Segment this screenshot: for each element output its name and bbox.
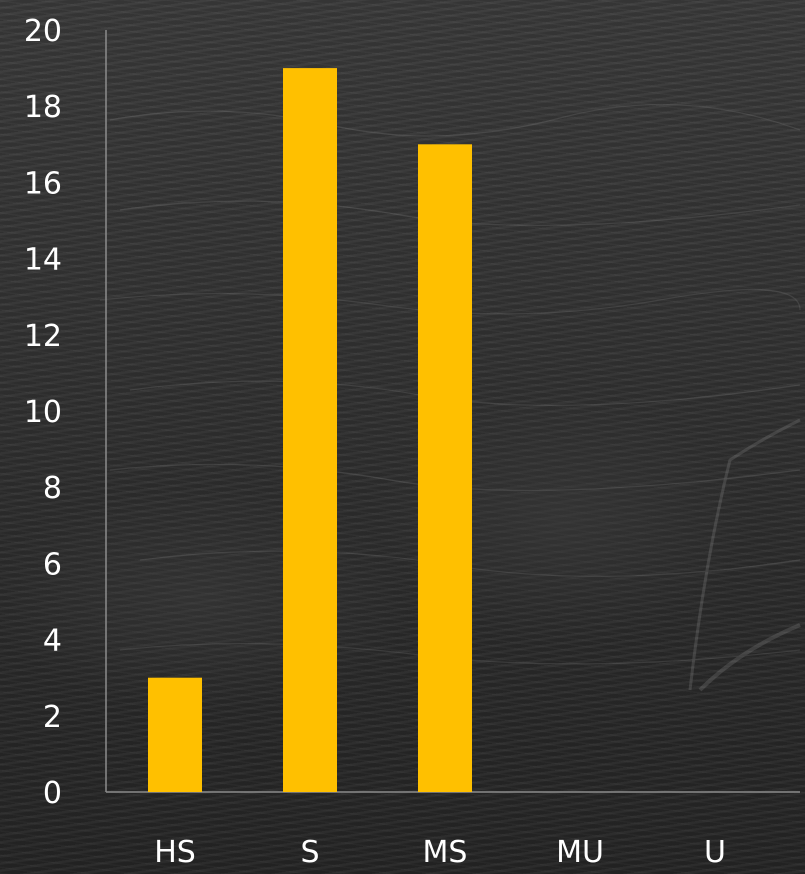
x-tick-labels: HS S MS MU U [154, 835, 726, 870]
x-tick-label: HS [154, 835, 196, 870]
y-tick-label: 8 [43, 471, 62, 506]
bar-ms [418, 144, 472, 793]
x-tick-label: MU [556, 835, 604, 870]
x-tick-label: S [300, 835, 319, 870]
bar-hs [148, 677, 202, 792]
y-tick-label: 10 [24, 395, 62, 430]
x-tick-label: U [704, 835, 726, 870]
y-tick-label: 14 [24, 243, 62, 278]
y-tick-label: 6 [43, 547, 62, 582]
bar-s [283, 68, 337, 793]
y-tick-label: 18 [24, 90, 62, 125]
y-tick-label: 12 [24, 319, 62, 354]
bars [148, 68, 472, 793]
y-tick-label: 16 [24, 166, 62, 201]
y-tick-label: 2 [43, 700, 62, 735]
y-tick-labels: 0 2 4 6 8 10 12 14 16 18 20 [24, 14, 62, 811]
y-tick-label: 4 [43, 624, 62, 659]
x-tick-label: MS [423, 835, 468, 870]
y-tick-label: 0 [43, 776, 62, 811]
y-tick-label: 20 [24, 14, 62, 49]
